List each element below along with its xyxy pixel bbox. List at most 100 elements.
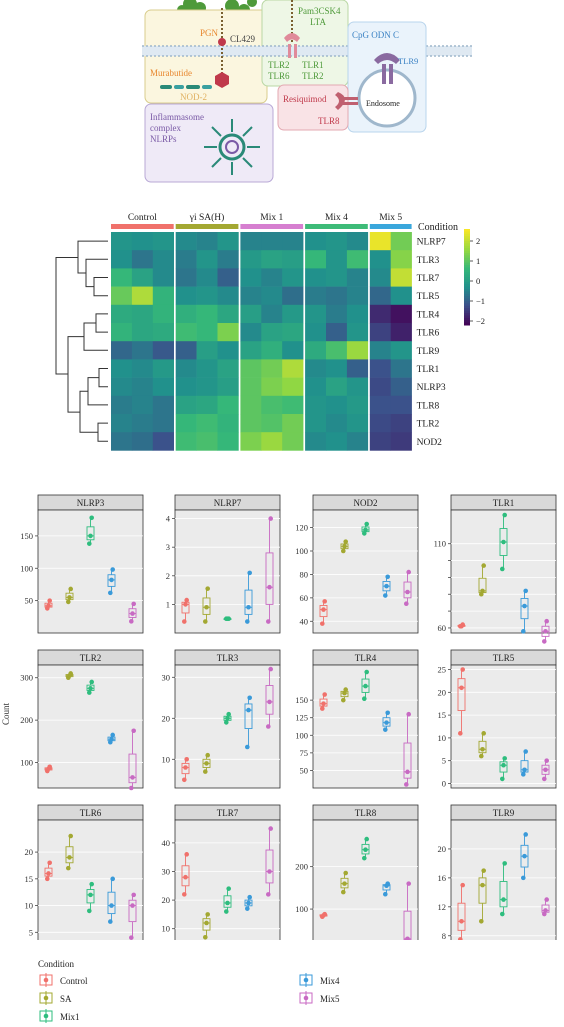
box-mix4 bbox=[382, 717, 391, 727]
heatmap-cell bbox=[240, 414, 262, 433]
panel-plot-area bbox=[37, 509, 144, 634]
heatmap-condition-label: Condition bbox=[418, 222, 458, 233]
dendrogram-branch bbox=[55, 256, 78, 375]
scale-tick-label: −1 bbox=[476, 296, 485, 306]
scale-swatch bbox=[464, 233, 470, 237]
data-point bbox=[406, 711, 412, 717]
row-label: TLR8 bbox=[417, 401, 440, 411]
heatmap-cell bbox=[196, 432, 218, 451]
y-tick-label: 125 bbox=[295, 713, 308, 723]
heatmap-cell bbox=[175, 323, 197, 342]
data-point bbox=[268, 826, 274, 831]
heatmap-cell bbox=[196, 286, 218, 306]
legend-label: Mix1 bbox=[60, 1012, 80, 1022]
data-point bbox=[502, 861, 508, 866]
heatmap-cell bbox=[369, 286, 391, 306]
scale-swatch bbox=[464, 281, 470, 285]
heatmap-cell bbox=[346, 250, 369, 269]
data-point bbox=[501, 762, 506, 768]
legend-key-point bbox=[43, 1013, 49, 1019]
data-point bbox=[130, 611, 135, 616]
dendrogram-branch bbox=[67, 336, 84, 413]
data-point bbox=[88, 686, 93, 691]
data-point bbox=[501, 897, 506, 902]
y-tick-label: 200 bbox=[295, 862, 308, 872]
data-point bbox=[500, 911, 505, 917]
data-point bbox=[480, 746, 485, 752]
heatmap-cell bbox=[390, 286, 412, 306]
heatmap-cell bbox=[175, 414, 197, 433]
heatmap-cell bbox=[282, 268, 304, 287]
heatmap-cell bbox=[217, 359, 239, 378]
data-point bbox=[544, 758, 549, 763]
data-point bbox=[89, 679, 94, 685]
data-point bbox=[405, 589, 410, 595]
data-point bbox=[521, 629, 526, 634]
heatmap-cell bbox=[282, 377, 304, 397]
group-bar-1 bbox=[175, 224, 239, 229]
group-bar-3 bbox=[305, 224, 368, 229]
data-point bbox=[481, 563, 487, 568]
scale-tick-label: 0 bbox=[476, 276, 480, 286]
data-point bbox=[184, 852, 189, 857]
data-point bbox=[343, 870, 349, 876]
heatmap-cell bbox=[326, 432, 348, 451]
heatmap-cell bbox=[305, 341, 327, 360]
data-point bbox=[89, 881, 94, 887]
data-point bbox=[479, 918, 484, 924]
data-point bbox=[268, 666, 274, 672]
data-point bbox=[109, 577, 114, 583]
heatmap-cell bbox=[305, 286, 327, 306]
cl429-label: CL429 bbox=[230, 34, 256, 44]
data-point bbox=[204, 604, 209, 610]
heatmap-cell bbox=[305, 359, 327, 378]
cell-membrane bbox=[142, 45, 472, 57]
data-point bbox=[131, 601, 136, 607]
data-point bbox=[522, 853, 527, 859]
heatmap-cell bbox=[152, 359, 174, 378]
panel-tlr7: TLR7 10 20 30 40 bbox=[162, 804, 281, 940]
data-point bbox=[341, 889, 346, 895]
heatmap-cell bbox=[175, 341, 197, 360]
heatmap-cell bbox=[305, 432, 327, 451]
scale-swatch bbox=[464, 269, 470, 273]
data-point bbox=[501, 539, 506, 545]
heatmap-cell bbox=[261, 250, 283, 269]
data-point bbox=[384, 720, 389, 725]
heatmap-cell bbox=[131, 250, 154, 269]
data-point bbox=[204, 920, 209, 926]
heatmap-cell bbox=[131, 414, 154, 433]
scale-swatch bbox=[464, 277, 470, 280]
heatmap-cell bbox=[196, 232, 218, 251]
panel-tlr4: TLR4 50 75 100 125 150 bbox=[295, 649, 419, 789]
pgn-receptor-icon bbox=[218, 38, 226, 46]
data-point bbox=[460, 622, 466, 627]
data-point bbox=[404, 601, 409, 607]
data-point bbox=[47, 598, 52, 603]
y-tick-label: 100 bbox=[20, 563, 33, 573]
legend-label: Control bbox=[60, 976, 88, 986]
data-point bbox=[458, 937, 463, 940]
legend-key-point bbox=[303, 977, 309, 983]
row-label: NLRP3 bbox=[417, 383, 446, 393]
heatmap-cell bbox=[111, 414, 133, 433]
heatmap-cell bbox=[111, 359, 133, 378]
tlr8-panel bbox=[277, 84, 349, 131]
data-point bbox=[542, 911, 547, 917]
data-point bbox=[460, 882, 466, 888]
legend-key-point bbox=[303, 995, 309, 1001]
nod2-receptor-icon bbox=[215, 72, 229, 88]
scale-swatch bbox=[464, 320, 470, 324]
heatmap-cell bbox=[282, 323, 304, 342]
color-scale: 2 1 0 −1 −2 bbox=[464, 229, 485, 326]
box-control bbox=[319, 698, 328, 707]
heatmap-cell bbox=[111, 286, 133, 306]
data-point bbox=[108, 590, 113, 596]
data-point bbox=[523, 749, 528, 754]
heatmap-cell bbox=[282, 414, 304, 433]
heatmap-cell bbox=[346, 414, 369, 433]
heatmap-cell bbox=[390, 232, 412, 251]
heatmap-cell bbox=[175, 377, 197, 397]
data-point bbox=[226, 886, 231, 891]
y-tick-label: 16 bbox=[438, 873, 447, 883]
